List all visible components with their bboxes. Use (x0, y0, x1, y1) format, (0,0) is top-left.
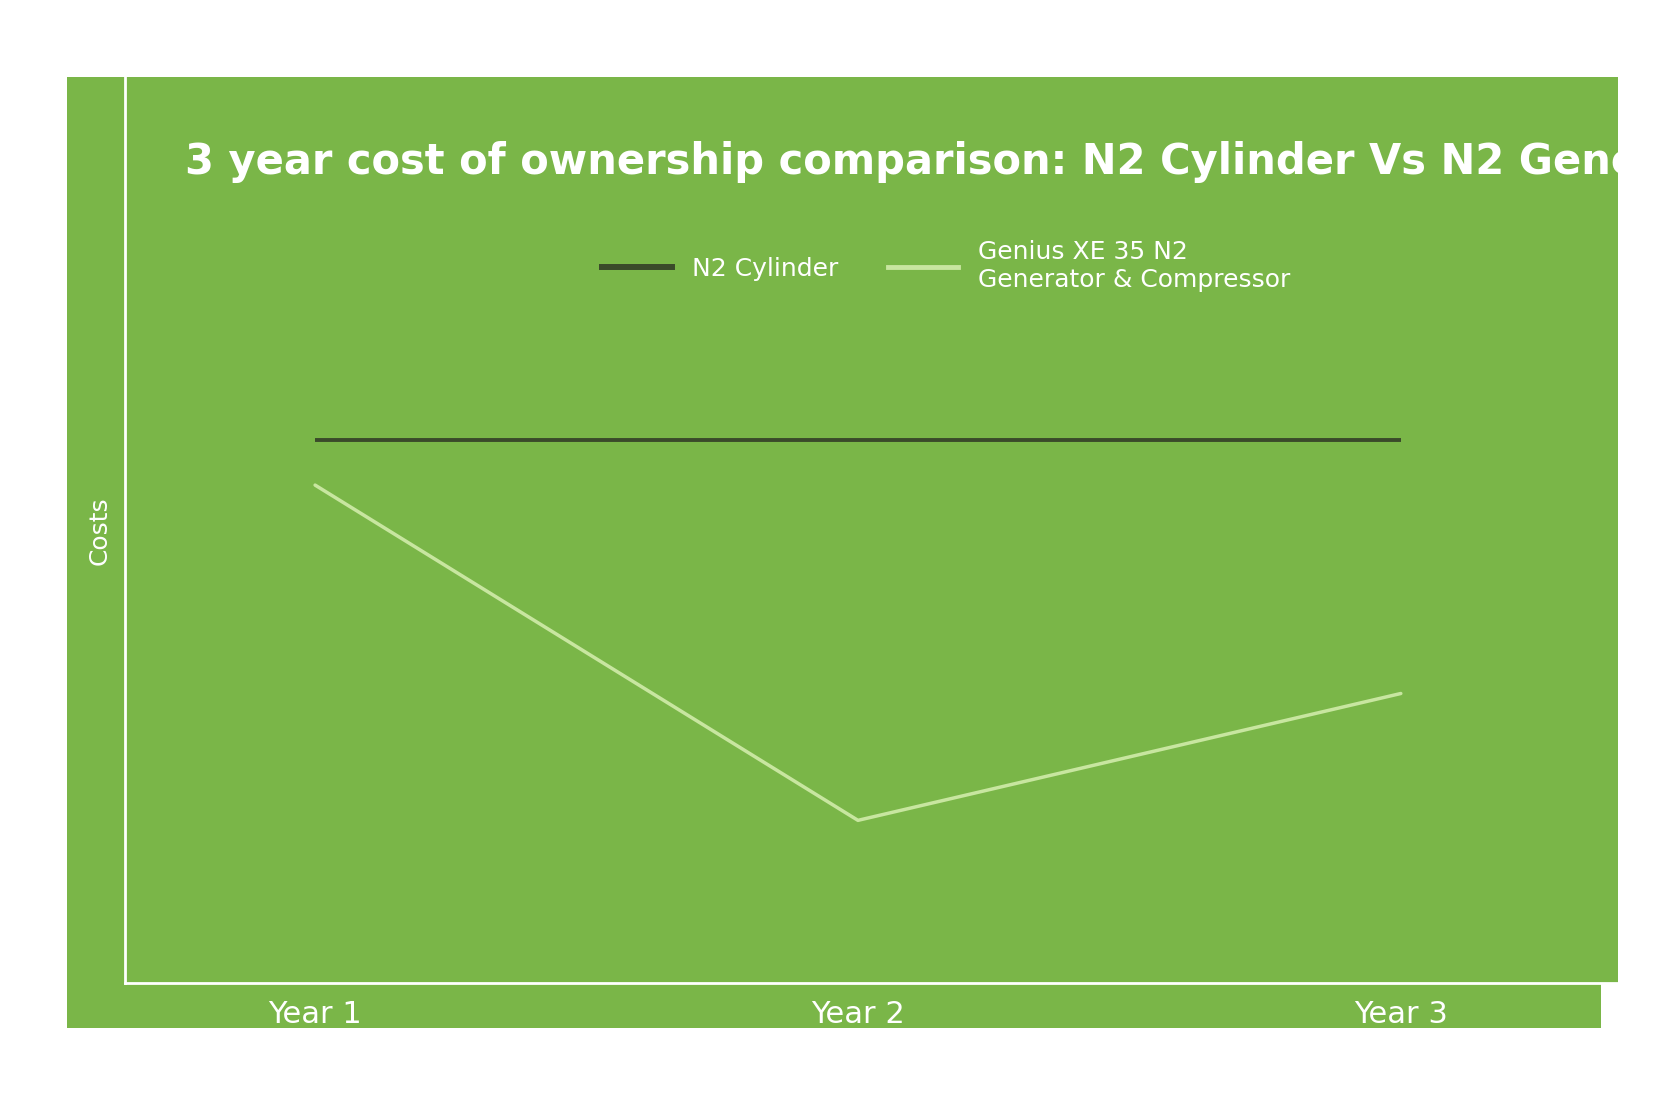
Text: 3 year cost of ownership comparison: N2 Cylinder Vs N2 Generator: 3 year cost of ownership comparison: N2 … (185, 140, 1668, 182)
Legend: N2 Cylinder, Genius XE 35 N2
Generator & Compressor: N2 Cylinder, Genius XE 35 N2 Generator &… (602, 241, 1291, 292)
Y-axis label: Costs: Costs (87, 496, 112, 565)
